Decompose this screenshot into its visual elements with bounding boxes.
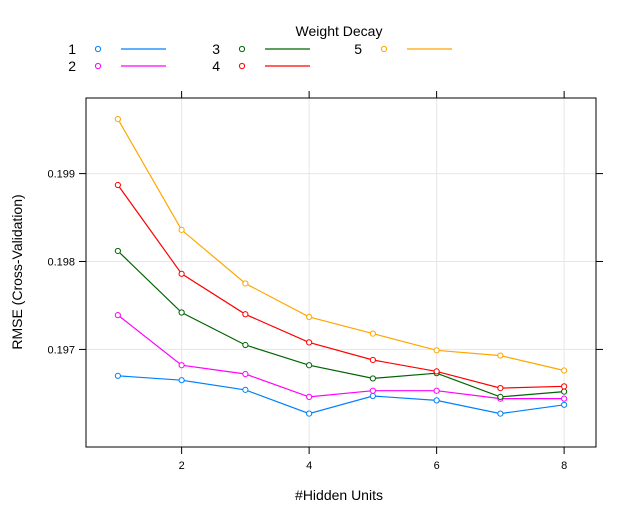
data-point-2 — [114, 312, 121, 319]
plot-series — [114, 115, 568, 417]
series-line-2 — [117, 314, 565, 400]
data-point-1 — [242, 386, 249, 393]
data-point-3 — [114, 247, 121, 255]
series-line-3 — [117, 250, 565, 398]
data-point-3 — [369, 375, 376, 382]
legend-label-5: 5 — [354, 41, 362, 57]
data-point-1 — [178, 377, 185, 384]
data-point-4 — [178, 270, 185, 277]
x-axis-title: #Hidden Units — [295, 487, 383, 503]
data-point-5 — [369, 330, 376, 337]
legend: 12 34 5 — [68, 41, 452, 74]
data-point-4 — [561, 383, 568, 390]
data-point-1 — [433, 397, 440, 404]
data-point-4 — [114, 181, 121, 189]
data-point-3 — [178, 309, 185, 316]
series-line-1 — [117, 375, 565, 415]
y-tick-label: 0.198 — [47, 257, 75, 269]
series-line-4 — [117, 184, 565, 389]
data-point-4 — [433, 368, 440, 375]
data-point-2 — [369, 387, 376, 394]
data-point-2 — [242, 370, 249, 378]
data-point-5 — [178, 226, 185, 233]
data-point-3 — [242, 341, 249, 349]
data-point-1 — [114, 372, 121, 379]
y-tick-label: 0.199 — [47, 169, 75, 181]
data-point-4 — [306, 339, 313, 346]
data-point-2 — [561, 395, 568, 402]
y-axis-title: RMSE (Cross-Validation) — [9, 194, 25, 349]
data-point-4 — [369, 356, 376, 364]
legend-marker-5 — [380, 45, 388, 53]
y-tick-label: 0.197 — [47, 344, 75, 356]
data-point-3 — [497, 393, 504, 400]
x-tick-label: 4 — [306, 460, 312, 472]
data-point-5 — [497, 352, 504, 359]
data-point-2 — [433, 387, 440, 394]
legend-marker-4 — [238, 62, 246, 70]
data-point-4 — [242, 311, 249, 318]
data-point-1 — [561, 401, 568, 408]
data-point-4 — [497, 385, 504, 392]
axes: 2 4 6 8 0.197 0.198 0.199 — [47, 91, 603, 472]
plot-frame — [85, 97, 597, 448]
series-line-5 — [117, 118, 565, 372]
data-point-5 — [242, 280, 249, 287]
legend-label-1: 1 — [68, 41, 76, 57]
legend-marker-3 — [238, 45, 246, 53]
data-point-3 — [561, 388, 568, 395]
data-point-2 — [306, 393, 313, 400]
data-point-5 — [306, 313, 313, 320]
data-point-3 — [306, 362, 313, 369]
data-point-5 — [561, 367, 568, 374]
legend-marker-1 — [94, 45, 102, 53]
data-point-5 — [433, 347, 440, 354]
legend-marker-2 — [94, 62, 102, 70]
data-point-2 — [178, 362, 185, 369]
gridlines — [86, 98, 596, 447]
x-tick-label: 2 — [179, 460, 185, 472]
x-tick-label: 6 — [434, 460, 440, 472]
legend-label-4: 4 — [212, 58, 220, 74]
data-point-1 — [306, 410, 313, 417]
x-tick-label: 8 — [561, 460, 567, 472]
data-point-1 — [497, 410, 504, 417]
legend-title: Weight Decay — [296, 23, 383, 39]
legend-label-3: 3 — [212, 41, 220, 57]
data-point-1 — [369, 392, 376, 400]
legend-label-2: 2 — [68, 58, 76, 74]
data-point-5 — [114, 115, 121, 123]
